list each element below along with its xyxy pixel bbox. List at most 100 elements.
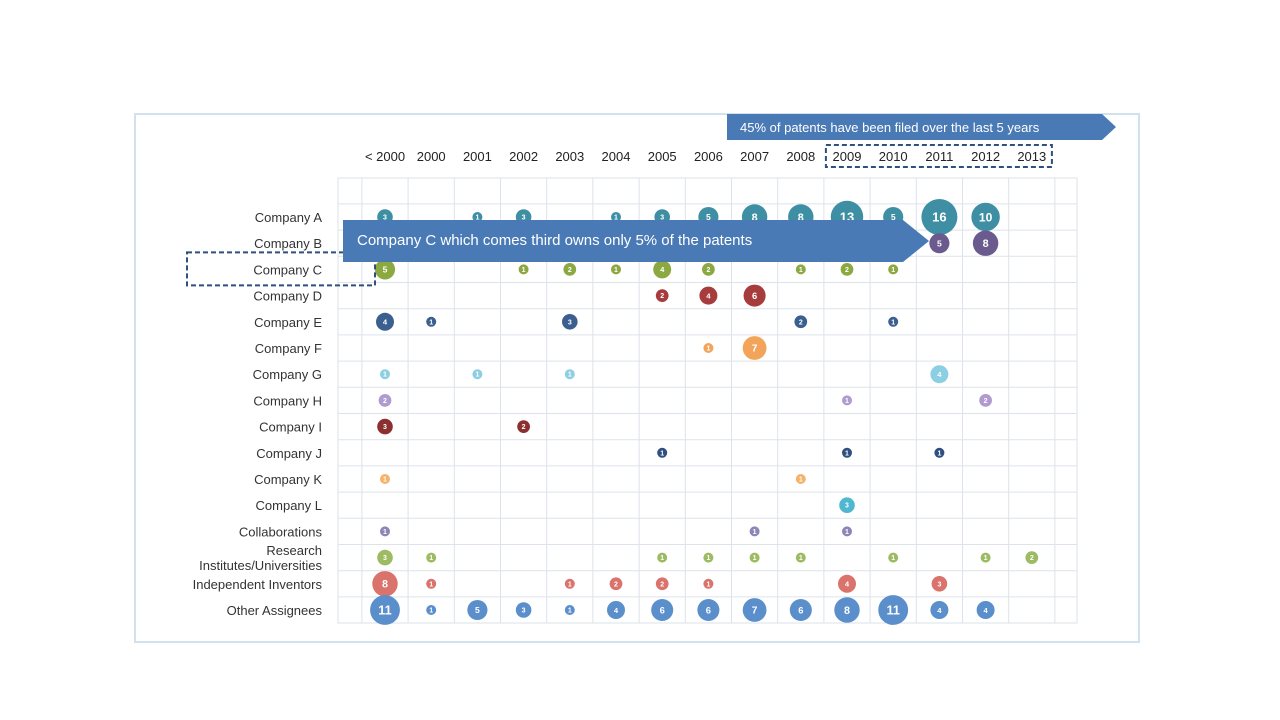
bubble-circle (840, 263, 854, 276)
year-label-2011: 2011 (925, 149, 953, 164)
bubble-value: 1 (706, 555, 710, 562)
row-label-company-l: Company L (256, 498, 322, 513)
year-label-2006: 2006 (694, 149, 723, 164)
year-label-2009: 2009 (833, 149, 862, 164)
bubble-value: 1 (845, 450, 849, 457)
bubble-company-c-2000: 5 (374, 259, 396, 280)
bubble-company-h-2000: 2 (378, 394, 392, 407)
bubble-circle (377, 549, 393, 566)
bubble-value: 6 (752, 291, 757, 301)
bubble-company-k-2000: 1 (380, 474, 390, 484)
bubble-value: 1 (799, 477, 803, 484)
bubble-company-c-2003: 2 (563, 263, 577, 276)
bubble-value: 1 (660, 555, 664, 562)
bubble-other-assignees-2000: 11 (370, 595, 400, 625)
bubble-value: 2 (845, 267, 849, 274)
bubble-independent-inventors-2005: 2 (655, 577, 669, 591)
bubble-value: 1 (891, 555, 895, 562)
bubble-value: 11 (886, 604, 899, 618)
bubble-company-c-2002: 1 (518, 264, 529, 275)
year-label-2002: 2002 (509, 149, 538, 164)
bubble-research-institutes-universities-2005: 1 (657, 552, 668, 563)
bubble-other-assignees-2001: 5 (467, 599, 488, 621)
bubble-value: 4 (614, 606, 619, 615)
bubble-value: 3 (937, 581, 941, 588)
highlight-box-recent-years (824, 144, 1053, 168)
bubble-value: 2 (1030, 555, 1034, 562)
bubble-value: 7 (752, 606, 758, 617)
bubble-company-a-2004: 1 (611, 212, 621, 222)
bubble-circle (564, 578, 575, 589)
bubble-company-e-2008: 2 (794, 315, 808, 329)
bubble-circle (607, 601, 625, 619)
bubble-circle (930, 601, 949, 619)
bubble-value: 4 (845, 580, 850, 589)
year-label-2001: 2001 (463, 149, 492, 164)
bubble-circle (611, 212, 621, 222)
year-label-2007: 2007 (740, 149, 769, 164)
year-label-2000: < 2000 (365, 149, 405, 164)
bubble-company-a-2001: 1 (472, 212, 483, 222)
bubble-value: 2 (660, 581, 664, 588)
bubble-company-a-2012: 10 (971, 202, 1000, 232)
bubble-value: 1 (568, 608, 572, 615)
bubble-value: 4 (983, 606, 988, 615)
bubble-value: 16 (932, 210, 946, 225)
bubble-circle (838, 574, 856, 593)
bubble-other-assignees-2012: 4 (976, 601, 995, 619)
bubble-value: 2 (799, 319, 803, 326)
bubble-circle (653, 260, 672, 279)
bubble-circle (376, 312, 394, 331)
bubble-company-c-2010: 1 (888, 264, 899, 275)
bubble-company-k-2008: 1 (795, 474, 806, 484)
bubble-value: 1 (845, 529, 849, 536)
bubble-circle (789, 598, 812, 622)
bubble-other-assignees-2004: 4 (607, 601, 625, 619)
bubble-circle (931, 576, 948, 592)
bubble-company-g-2003: 1 (564, 369, 575, 380)
bubble-independent-inventors-2009: 4 (838, 574, 856, 593)
bubble-value: 4 (706, 291, 711, 300)
bubble-circle (929, 233, 950, 254)
bubble-value: 1 (522, 267, 526, 274)
bubble-value: 4 (937, 606, 942, 615)
bubble-circle (795, 264, 806, 275)
bubble-circle (834, 597, 860, 623)
bubble-independent-inventors-2000: 1 (426, 578, 437, 589)
bubble-value: 1 (429, 581, 433, 588)
row-label-company-e: Company E (254, 315, 322, 330)
row-label-collaborations: Collaborations (239, 524, 323, 539)
bubble-value: 1 (383, 372, 387, 379)
bubble-company-d-2007: 6 (743, 284, 766, 307)
bubble-value: 3 (383, 424, 387, 431)
bubble-circle (472, 212, 483, 222)
bubble-value: 1 (568, 581, 572, 588)
bubble-circle (564, 605, 575, 615)
bubble-circle (467, 599, 488, 621)
bubble-circle (1025, 551, 1039, 564)
bubble-circle (842, 526, 852, 537)
bubble-value: 3 (660, 215, 664, 222)
bubble-circle (655, 577, 669, 591)
bubble-research-institutes-universities-2008: 1 (795, 552, 806, 563)
bubble-circle (888, 552, 899, 563)
bubble-value: 1 (429, 319, 433, 326)
bubble-value: 6 (798, 605, 803, 615)
bubble-circle (699, 286, 718, 305)
bubble-circle (377, 418, 393, 435)
bubble-circle (749, 526, 760, 537)
bubble-circle (374, 259, 396, 280)
bubble-circle (609, 577, 623, 591)
bubble-circle (657, 447, 668, 458)
bubble-value: 1 (660, 450, 664, 457)
bubble-company-c-2006: 2 (702, 263, 715, 276)
bubble-independent-inventors-2006: 1 (703, 578, 714, 589)
bubble-company-i-2002: 2 (517, 420, 530, 433)
bubble-other-assignees-2007: 7 (742, 598, 767, 622)
bubble-company-c-2004: 1 (611, 264, 621, 275)
bubble-circle (472, 369, 483, 380)
bubble-company-l-2009: 3 (839, 497, 855, 513)
bubble-circle (426, 552, 437, 563)
bubble-company-g-2011: 4 (930, 365, 949, 384)
